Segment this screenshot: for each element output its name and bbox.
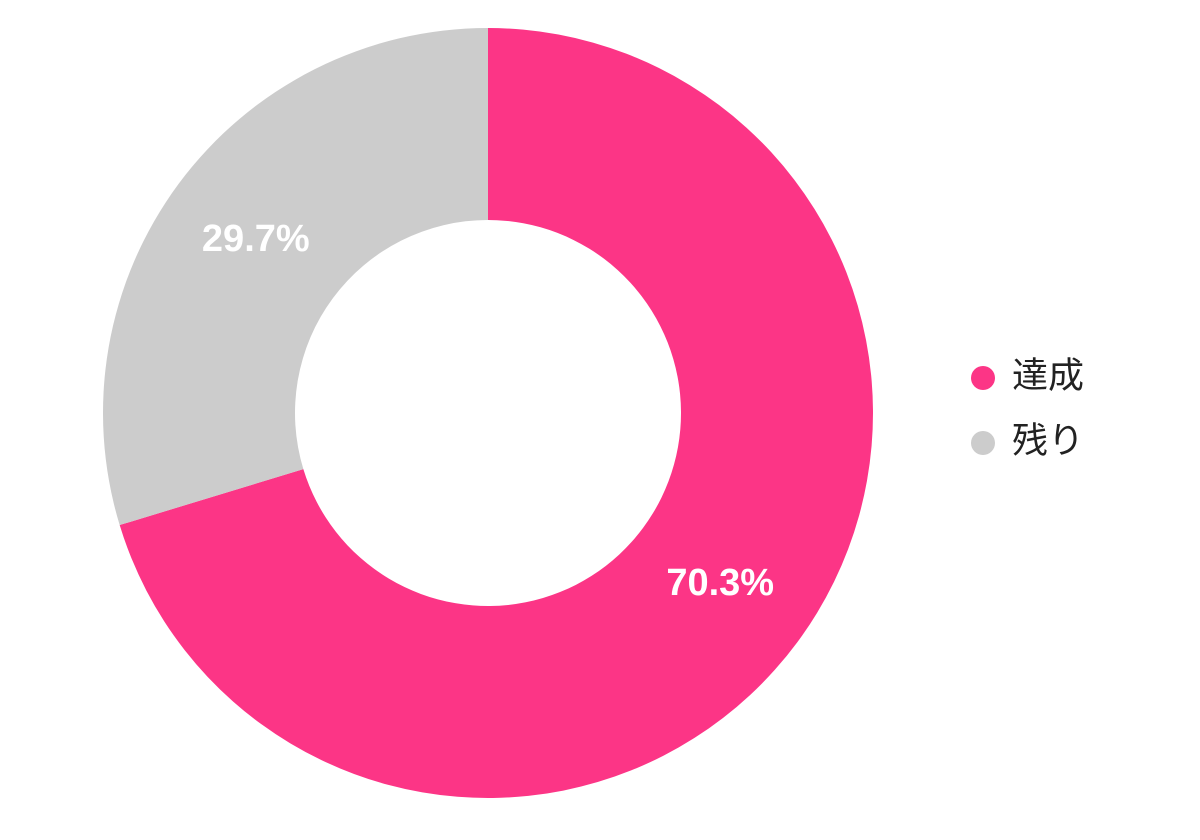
value-label: 70.3% [666,562,774,604]
legend-text: 達成 [1012,355,1084,396]
legend-marker [971,366,995,390]
donut-segment [119,28,874,799]
legend-marker [971,431,995,455]
value-label: 29.7% [202,218,310,260]
donut-segment [103,28,488,526]
legend-text: 残り [1012,420,1084,461]
